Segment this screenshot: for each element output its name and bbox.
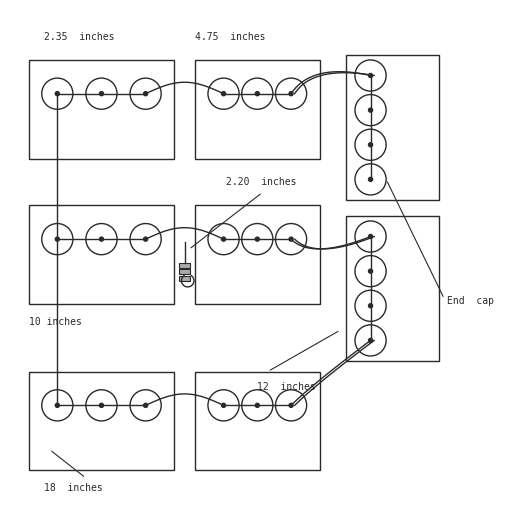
Circle shape	[355, 94, 386, 125]
Circle shape	[369, 177, 373, 182]
Circle shape	[289, 92, 293, 96]
Circle shape	[99, 237, 103, 241]
Bar	[195, 60, 320, 159]
Circle shape	[276, 78, 307, 109]
Circle shape	[355, 221, 386, 252]
FancyBboxPatch shape	[180, 276, 190, 281]
Circle shape	[144, 403, 148, 407]
Circle shape	[355, 325, 386, 356]
Text: 2.20  inches: 2.20 inches	[226, 177, 297, 187]
Circle shape	[355, 60, 386, 91]
Text: 10 inches: 10 inches	[29, 317, 81, 327]
FancyBboxPatch shape	[180, 262, 190, 268]
Circle shape	[369, 269, 373, 273]
Circle shape	[222, 403, 226, 407]
Circle shape	[222, 92, 226, 96]
Circle shape	[289, 403, 293, 407]
Circle shape	[55, 403, 59, 407]
Circle shape	[289, 237, 293, 241]
Text: 2.35  inches: 2.35 inches	[44, 32, 115, 41]
Circle shape	[144, 237, 148, 241]
Text: 12  inches: 12 inches	[257, 382, 316, 392]
Circle shape	[276, 390, 307, 421]
Circle shape	[242, 390, 273, 421]
Circle shape	[355, 290, 386, 321]
Circle shape	[208, 390, 239, 421]
Circle shape	[369, 339, 373, 342]
Circle shape	[255, 237, 259, 241]
Circle shape	[86, 224, 117, 255]
Bar	[29, 60, 174, 159]
Circle shape	[208, 78, 239, 109]
Circle shape	[99, 403, 103, 407]
Text: 4.75  inches: 4.75 inches	[195, 32, 266, 41]
Bar	[29, 205, 174, 304]
Text: End  cap: End cap	[447, 296, 494, 306]
Circle shape	[369, 74, 373, 78]
Circle shape	[41, 224, 73, 255]
Circle shape	[355, 256, 386, 287]
Circle shape	[55, 237, 59, 241]
Bar	[345, 216, 439, 361]
Circle shape	[242, 224, 273, 255]
Circle shape	[255, 92, 259, 96]
Circle shape	[144, 92, 148, 96]
FancyBboxPatch shape	[180, 269, 190, 275]
Circle shape	[369, 143, 373, 147]
Circle shape	[130, 78, 161, 109]
Circle shape	[86, 390, 117, 421]
Circle shape	[41, 78, 73, 109]
Circle shape	[130, 224, 161, 255]
Circle shape	[369, 304, 373, 308]
Circle shape	[355, 164, 386, 195]
Circle shape	[242, 78, 273, 109]
Bar	[345, 55, 439, 200]
Bar	[195, 372, 320, 470]
Circle shape	[355, 129, 386, 160]
Text: 18  inches: 18 inches	[44, 484, 103, 494]
Circle shape	[130, 390, 161, 421]
Circle shape	[255, 403, 259, 407]
Circle shape	[208, 224, 239, 255]
Circle shape	[41, 390, 73, 421]
Bar	[29, 372, 174, 470]
Bar	[195, 205, 320, 304]
Circle shape	[369, 108, 373, 112]
Circle shape	[99, 92, 103, 96]
Circle shape	[222, 237, 226, 241]
Circle shape	[276, 224, 307, 255]
Circle shape	[369, 235, 373, 238]
Circle shape	[55, 92, 59, 96]
Circle shape	[86, 78, 117, 109]
